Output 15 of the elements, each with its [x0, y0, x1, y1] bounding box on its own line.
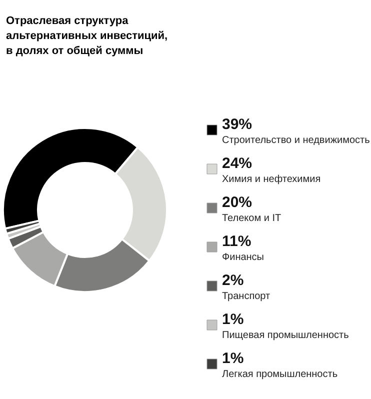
legend-label: Телеком и IT [222, 213, 282, 224]
data-label: 2% [222, 272, 244, 289]
data-label: 1% [222, 311, 244, 328]
legend-label: Строительство и недвижимость [222, 135, 370, 146]
legend-label: Финансы [222, 252, 264, 263]
legend-label: Легкая промышленность [222, 369, 338, 380]
data-label: 11% [222, 233, 252, 250]
legend-label: Пищевая промышленность [222, 330, 349, 341]
legend-label: Химия и нефтехимия [222, 174, 321, 185]
data-label: 24% [222, 155, 252, 172]
data-label: 1% [222, 350, 244, 367]
chart-title: Отраслевая структура альтернативных инвестиций, в долях от общей суммы [6, 15, 168, 57]
data-label: 39% [222, 116, 252, 133]
legend-label: Транспорт [222, 291, 271, 302]
data-label: 20% [222, 194, 252, 211]
